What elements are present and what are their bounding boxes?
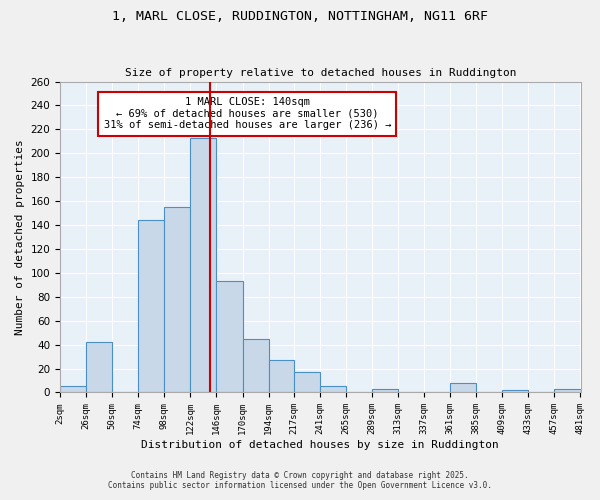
Bar: [502, 390, 529, 392]
Bar: [164, 207, 190, 392]
Y-axis label: Number of detached properties: Number of detached properties: [15, 139, 25, 335]
Text: 1 MARL CLOSE: 140sqm
← 69% of detached houses are smaller (530)
31% of semi-deta: 1 MARL CLOSE: 140sqm ← 69% of detached h…: [104, 97, 391, 130]
Bar: [293, 372, 320, 392]
Text: 1, MARL CLOSE, RUDDINGTON, NOTTINGHAM, NG11 6RF: 1, MARL CLOSE, RUDDINGTON, NOTTINGHAM, N…: [112, 10, 488, 23]
Bar: [242, 338, 269, 392]
Bar: [60, 386, 86, 392]
Bar: [190, 138, 217, 392]
Bar: [138, 220, 164, 392]
X-axis label: Distribution of detached houses by size in Ruddington: Distribution of detached houses by size …: [142, 440, 499, 450]
Title: Size of property relative to detached houses in Ruddington: Size of property relative to detached ho…: [125, 68, 516, 78]
Bar: [269, 360, 293, 392]
Bar: [217, 282, 242, 393]
Bar: [554, 389, 581, 392]
Bar: [372, 389, 398, 392]
Bar: [86, 342, 112, 392]
Text: Contains HM Land Registry data © Crown copyright and database right 2025.
Contai: Contains HM Land Registry data © Crown c…: [108, 470, 492, 490]
Bar: [320, 386, 346, 392]
Bar: [450, 383, 476, 392]
